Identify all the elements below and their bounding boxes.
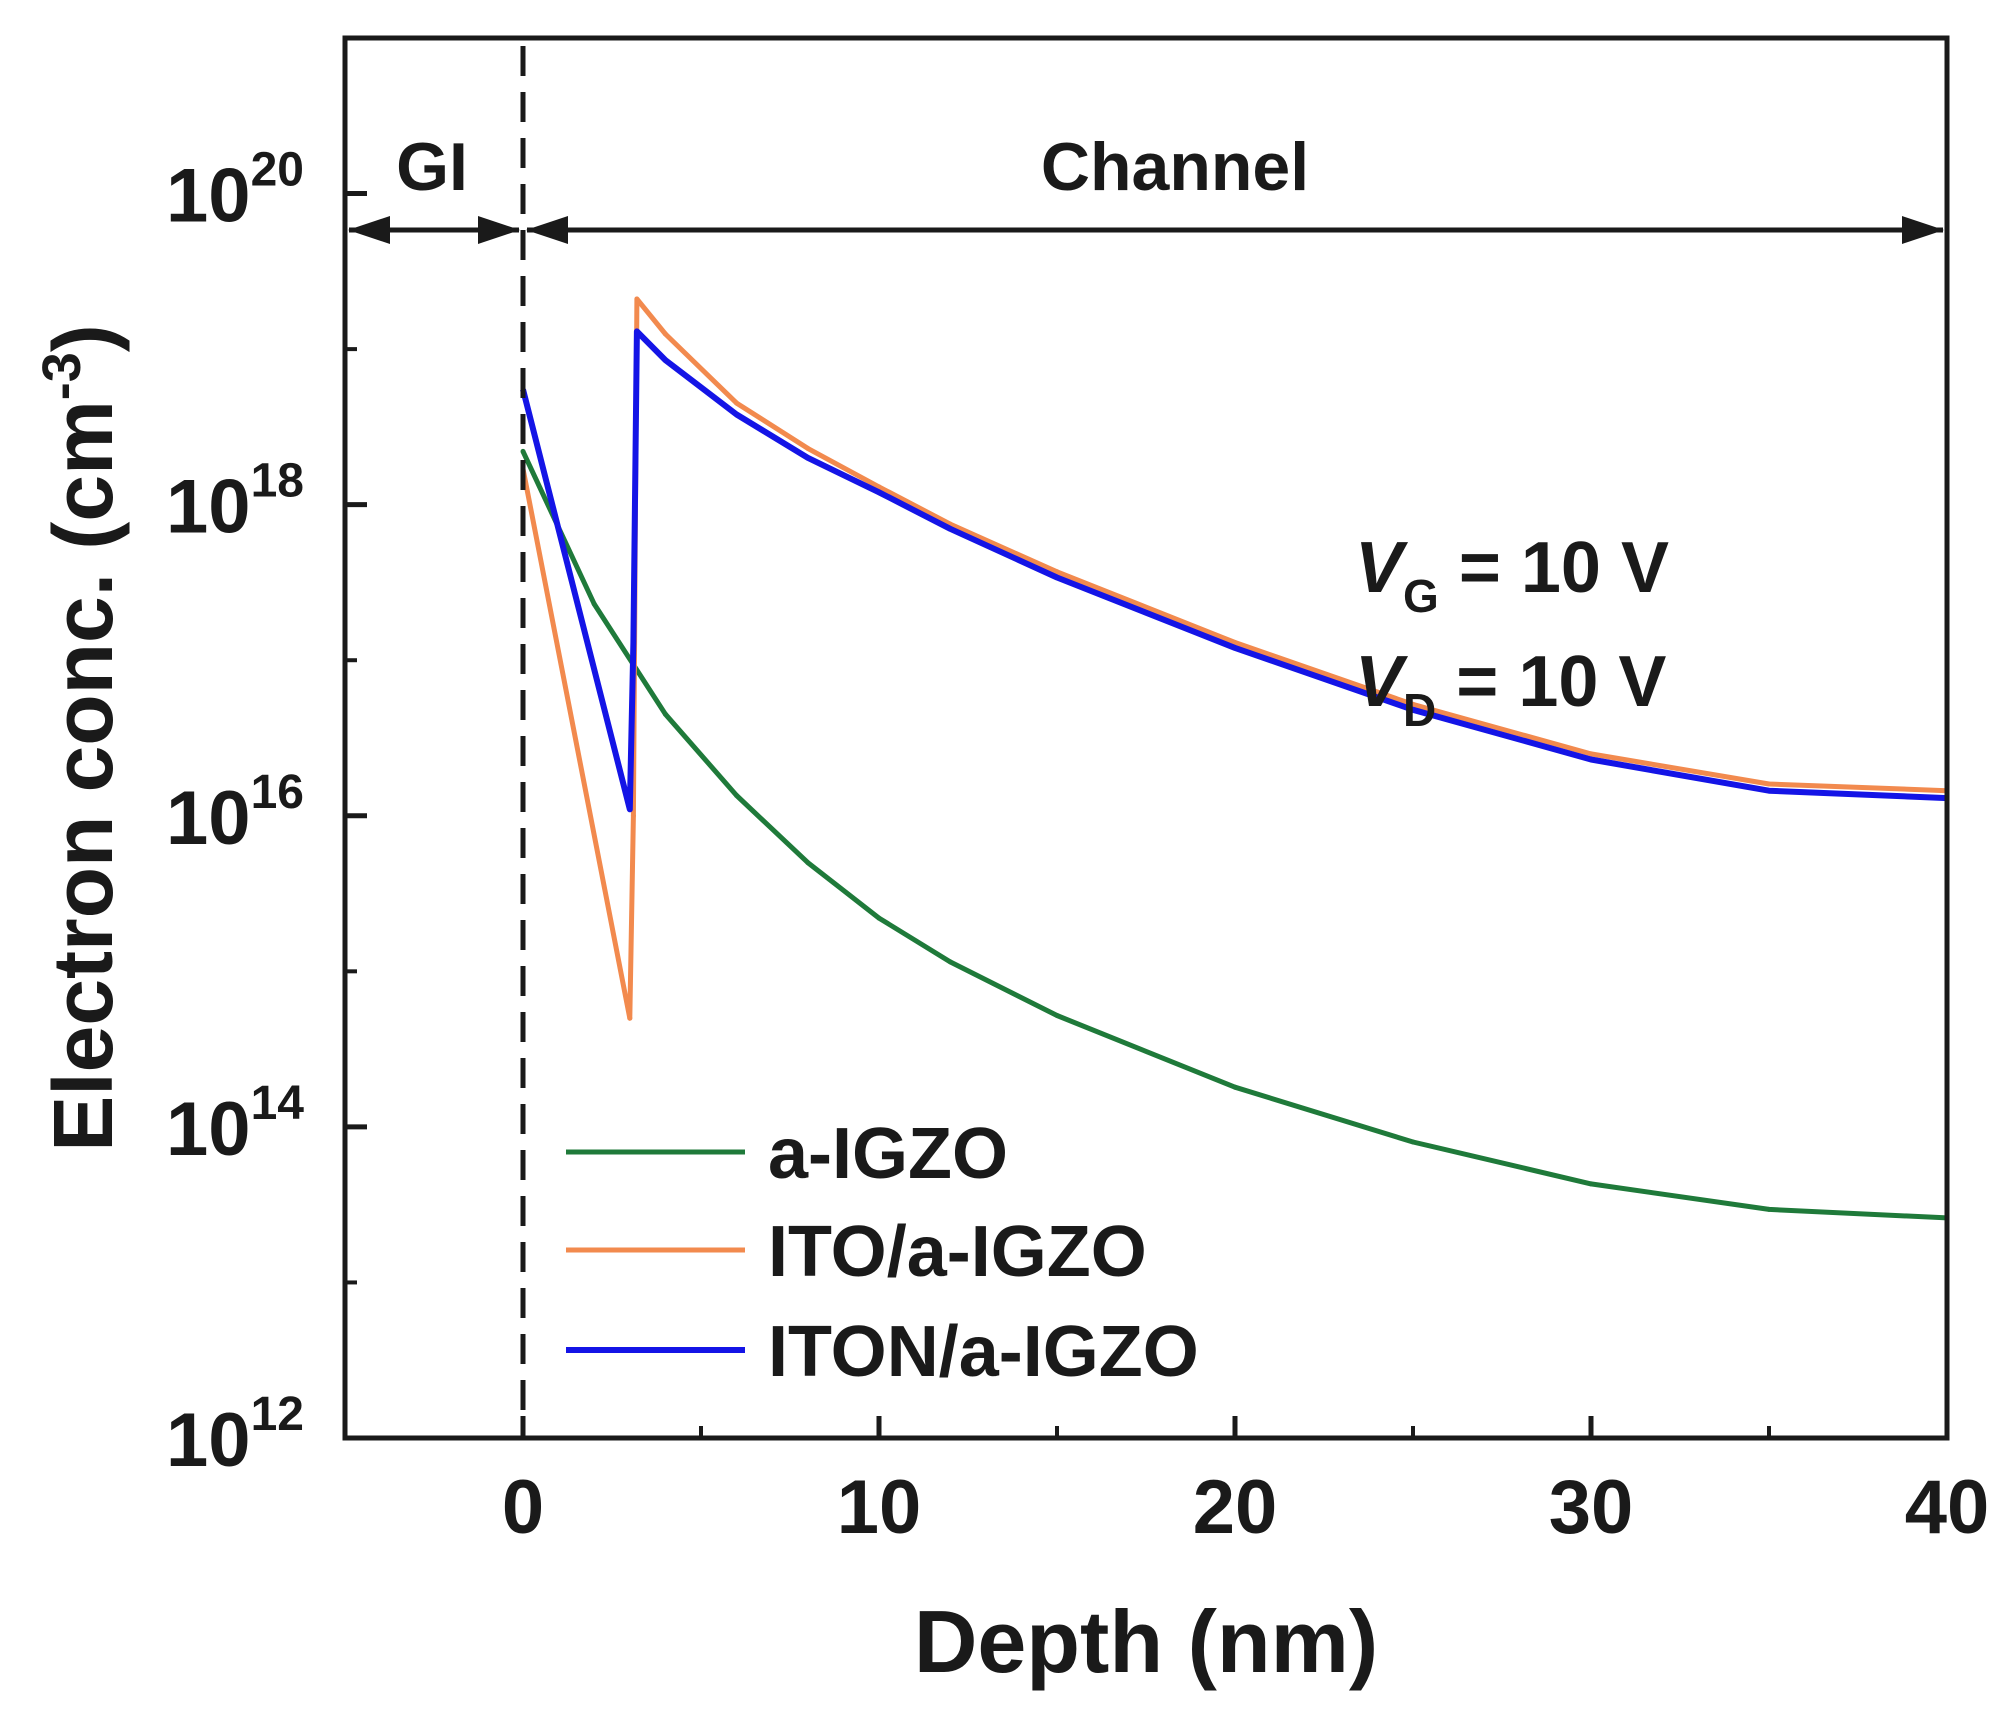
vg-value: = 10 V <box>1439 528 1669 608</box>
channel-arrow-head-left <box>526 216 568 244</box>
data-point <box>1410 1139 1416 1145</box>
gi-arrow-head-right <box>478 216 520 244</box>
gi-region-label: GI <box>396 129 468 205</box>
data-point <box>805 445 811 451</box>
series-line-0 <box>520 450 1948 1221</box>
vg-subscript: G <box>1403 570 1439 622</box>
data-point <box>662 357 668 363</box>
series-line-1 <box>520 296 1948 1021</box>
data-point <box>634 328 640 334</box>
x-ticks: 0 10 20 30 40 <box>343 1416 1990 1550</box>
data-point <box>662 331 668 337</box>
data-point <box>520 448 526 454</box>
data-point <box>876 489 882 495</box>
y-axis-label-main: Electron conc. (cm <box>36 400 130 1152</box>
x-tick-label: 30 <box>1549 1465 1634 1550</box>
data-point <box>1766 788 1772 794</box>
y-tick-label: 1012 <box>166 1388 304 1483</box>
plot-frame <box>342 35 1950 1441</box>
data-point <box>805 455 811 461</box>
gi-arrow-head-left <box>348 216 390 244</box>
data-point <box>734 400 740 406</box>
channel-region-label: Channel <box>1041 129 1309 205</box>
data-point <box>634 296 640 302</box>
y-ticks: 1012 1014 1016 1018 1020 <box>166 36 367 1483</box>
vg-letter: V <box>1355 528 1409 608</box>
data-point <box>1766 1206 1772 1212</box>
data-point <box>1232 1084 1238 1090</box>
data-point <box>627 1015 633 1021</box>
data-point <box>876 484 882 490</box>
channel-arrow-head-right <box>1902 216 1944 244</box>
vd-subscript: D <box>1403 684 1436 736</box>
legend-label-2: ITON/a-IGZO <box>768 1312 1199 1392</box>
data-point <box>1588 751 1594 757</box>
legend-label-1: ITO/a-IGZO <box>768 1212 1147 1292</box>
data-point <box>947 959 953 965</box>
y-tick-label: 1014 <box>166 1077 304 1172</box>
data-point <box>1232 640 1238 645</box>
vg-annotation: VG = 10 V <box>1355 528 1669 622</box>
data-point <box>1054 569 1060 575</box>
data-point <box>1766 781 1772 787</box>
x-tick-label: 20 <box>1193 1465 1278 1550</box>
y-tick-label: 1020 <box>166 144 304 239</box>
data-point <box>734 793 740 798</box>
x-tick-label: 0 <box>502 1465 544 1550</box>
x-tick-label: 40 <box>1905 1465 1990 1550</box>
x-tick-label: 10 <box>837 1465 922 1550</box>
data-point <box>662 711 668 717</box>
data-point <box>1410 707 1416 713</box>
data-point <box>1410 701 1416 707</box>
data-point <box>734 412 740 417</box>
data-point <box>630 813 636 819</box>
data-point <box>1232 645 1238 651</box>
legend-label-0: a-IGZO <box>768 1114 1008 1194</box>
data-point <box>1588 757 1594 762</box>
y-tick-label: 1018 <box>166 455 304 550</box>
data-point <box>1054 1013 1060 1018</box>
series-layer <box>520 296 1950 1221</box>
data-point <box>1054 575 1060 580</box>
vd-annotation: VD = 10 V <box>1355 642 1666 736</box>
y-axis-label-close: ) <box>36 324 130 352</box>
data-point <box>1588 1181 1594 1187</box>
legend: a-IGZO ITO/a-IGZO ITON/a-IGZO <box>566 1114 1199 1392</box>
data-point <box>630 640 636 645</box>
vd-value: = 10 V <box>1436 642 1666 722</box>
x-axis-label: Depth (nm) <box>914 1592 1378 1691</box>
vd-letter: V <box>1355 642 1409 722</box>
y-tick-label: 1016 <box>166 766 304 861</box>
region-arrows <box>348 216 1944 244</box>
data-point <box>876 915 882 921</box>
data-point <box>805 860 811 866</box>
data-point <box>627 806 633 812</box>
data-point <box>591 601 597 607</box>
data-point <box>947 526 953 532</box>
y-axis-label-superscript: -3 <box>32 352 92 400</box>
y-axis-label: Electron conc. (cm-3) <box>32 324 130 1152</box>
